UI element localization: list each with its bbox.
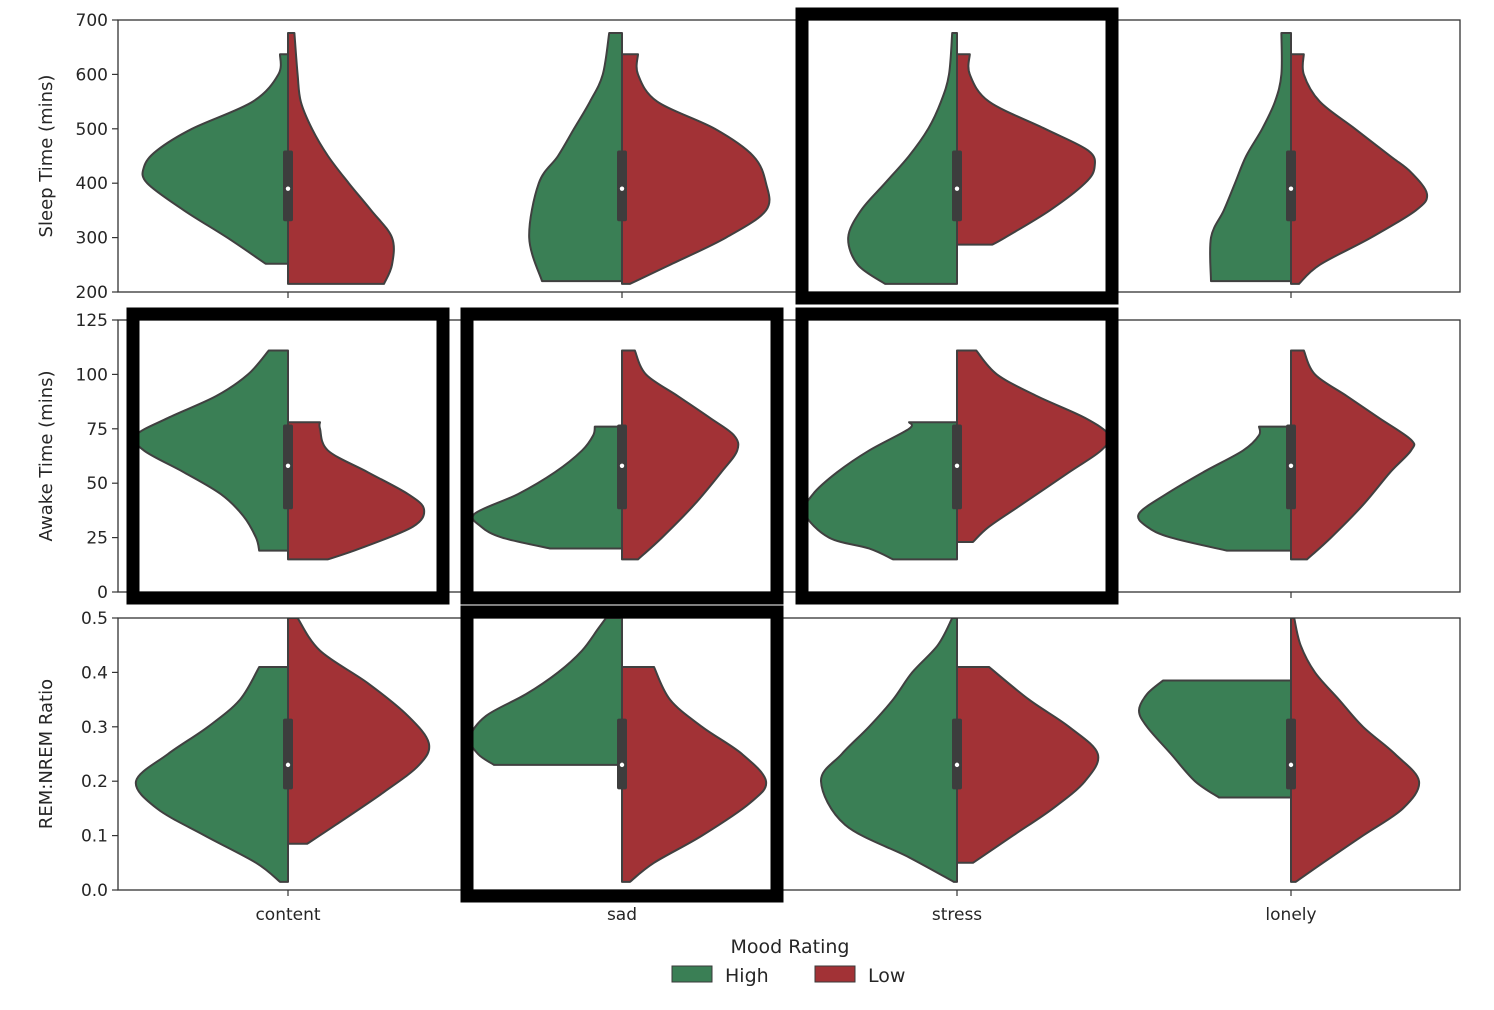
box-sleep-time-mins-stress bbox=[952, 150, 962, 222]
x-tick-label-lonely: lonely bbox=[1265, 905, 1316, 925]
median-rem-nrem-ratio-lonely bbox=[1288, 762, 1294, 768]
x-tick-label-content: content bbox=[255, 905, 320, 925]
highlight-layer bbox=[126, 7, 1119, 903]
y-tick-label: 0.0 bbox=[81, 881, 108, 901]
y-tick-label: 75 bbox=[86, 420, 108, 440]
y-tick-label: 300 bbox=[76, 229, 108, 249]
axes-frame bbox=[117, 319, 1461, 593]
median-awake-time-mins-sad bbox=[619, 463, 625, 468]
box-sleep-time-mins-lonely bbox=[1286, 150, 1296, 222]
violin-high-awake-time-mins-sad bbox=[471, 425, 623, 550]
violin-low-rem-nrem-ratio-stress bbox=[956, 665, 1100, 864]
violin-low-awake-time-mins-lonely bbox=[1290, 349, 1416, 561]
highlight-box-awake-time-mins-sad bbox=[460, 307, 784, 605]
box-rem-nrem-ratio-stress bbox=[952, 718, 962, 790]
violin-low-awake-time-mins-stress bbox=[956, 349, 1111, 543]
highlight-box-sleep-time-mins-stress bbox=[795, 7, 1119, 305]
median-rem-nrem-ratio-content bbox=[285, 762, 291, 768]
violin-high-sleep-time-mins-lonely bbox=[1209, 32, 1292, 283]
highlight-box-awake-time-mins-content bbox=[126, 307, 450, 605]
panel-rem-nrem-ratio: 0.0 0.1 0.2 0.3 0.4 0.5 content sad stress lonely… bbox=[36, 609, 1461, 925]
y-tick-label: 0 bbox=[97, 583, 108, 603]
panels-layer: 200 300 400 500 600 700 Sleep Time (mins) 0 25 50… bbox=[36, 11, 1461, 925]
median-sleep-time-mins-content bbox=[285, 186, 291, 191]
legend-label-high: High bbox=[725, 965, 769, 987]
y-tick-label: 125 bbox=[76, 311, 108, 331]
box-rem-nrem-ratio-sad bbox=[617, 718, 627, 790]
median-sleep-time-mins-sad bbox=[619, 186, 625, 191]
y-tick-label: 600 bbox=[76, 65, 108, 85]
y-axis-title: Awake Time (mins) bbox=[36, 370, 57, 541]
y-tick-label: 0.1 bbox=[81, 827, 108, 847]
median-rem-nrem-ratio-sad bbox=[619, 762, 625, 768]
y-tick-label: 400 bbox=[76, 174, 108, 194]
panel-awake-time-mins: 0 25 50 75 100 125 Awake Time (mins) bbox=[36, 311, 1461, 603]
legend: Mood Rating High Low bbox=[671, 936, 905, 987]
y-tick-label: 700 bbox=[76, 11, 108, 31]
box-rem-nrem-ratio-lonely bbox=[1286, 718, 1296, 790]
violin-low-rem-nrem-ratio-content bbox=[287, 618, 431, 845]
violin-high-rem-nrem-ratio-stress bbox=[819, 618, 958, 883]
violin-low-awake-time-mins-sad bbox=[621, 349, 740, 561]
violin-high-rem-nrem-ratio-sad bbox=[468, 618, 623, 766]
box-rem-nrem-ratio-content bbox=[283, 718, 293, 790]
violin-high-rem-nrem-ratio-lonely bbox=[1138, 679, 1292, 799]
legend-swatch-low bbox=[814, 965, 856, 983]
box-sleep-time-mins-sad bbox=[617, 150, 627, 222]
median-rem-nrem-ratio-stress bbox=[954, 762, 960, 768]
median-awake-time-mins-stress bbox=[954, 463, 960, 468]
x-tick-label-sad: sad bbox=[607, 905, 637, 925]
violins bbox=[133, 349, 1416, 561]
violin-low-sleep-time-mins-sad bbox=[621, 53, 771, 285]
highlight-box-awake-time-mins-stress bbox=[795, 307, 1119, 605]
median-sleep-time-mins-lonely bbox=[1288, 186, 1294, 191]
violin-low-rem-nrem-ratio-lonely bbox=[1290, 618, 1421, 883]
violin-high-sleep-time-mins-sad bbox=[528, 32, 623, 283]
axes-frame bbox=[117, 19, 1461, 293]
violin-low-sleep-time-mins-content bbox=[287, 32, 395, 285]
y-tick-label: 0.5 bbox=[81, 609, 108, 629]
violin-low-sleep-time-mins-lonely bbox=[1290, 53, 1429, 285]
violin-high-sleep-time-mins-stress bbox=[847, 32, 958, 285]
legend-label-low: Low bbox=[868, 965, 905, 987]
violin-high-awake-time-mins-stress bbox=[803, 421, 958, 561]
violin-low-sleep-time-mins-stress bbox=[956, 53, 1096, 246]
median-awake-time-mins-content bbox=[285, 463, 291, 468]
y-tick-label: 500 bbox=[76, 120, 108, 140]
violin-high-awake-time-mins-content bbox=[133, 349, 289, 552]
axes-frame bbox=[117, 617, 1461, 891]
y-tick-label: 200 bbox=[76, 283, 108, 303]
violin-high-awake-time-mins-lonely bbox=[1137, 425, 1292, 552]
y-tick-label: 0.4 bbox=[81, 663, 108, 683]
y-axis-title: Sleep Time (mins) bbox=[36, 75, 57, 238]
violin-low-rem-nrem-ratio-sad bbox=[621, 665, 768, 883]
violin-low-awake-time-mins-content bbox=[287, 421, 426, 561]
y-tick-label: 50 bbox=[86, 474, 108, 494]
box-sleep-time-mins-content bbox=[283, 150, 293, 222]
violins bbox=[134, 618, 1421, 883]
y-axis-title: REM:NREM Ratio bbox=[36, 679, 57, 829]
violin-high-rem-nrem-ratio-content bbox=[134, 665, 289, 883]
violins bbox=[141, 32, 1429, 285]
legend-swatch-high bbox=[671, 965, 713, 983]
y-tick-label: 100 bbox=[76, 365, 108, 385]
highlight-box-rem-nrem-ratio-sad bbox=[460, 605, 784, 903]
y-tick-label: 0.3 bbox=[81, 718, 108, 738]
median-awake-time-mins-lonely bbox=[1288, 463, 1294, 468]
violin-high-sleep-time-mins-content bbox=[141, 53, 289, 265]
y-tick-label: 25 bbox=[86, 529, 108, 549]
x-tick-label-stress: stress bbox=[932, 905, 982, 925]
panel-sleep-time-mins: 200 300 400 500 600 700 Sleep Time (mins) bbox=[36, 11, 1461, 303]
y-tick-label: 0.2 bbox=[81, 772, 108, 792]
legend-title: Mood Rating bbox=[730, 936, 849, 958]
median-sleep-time-mins-stress bbox=[954, 186, 960, 191]
